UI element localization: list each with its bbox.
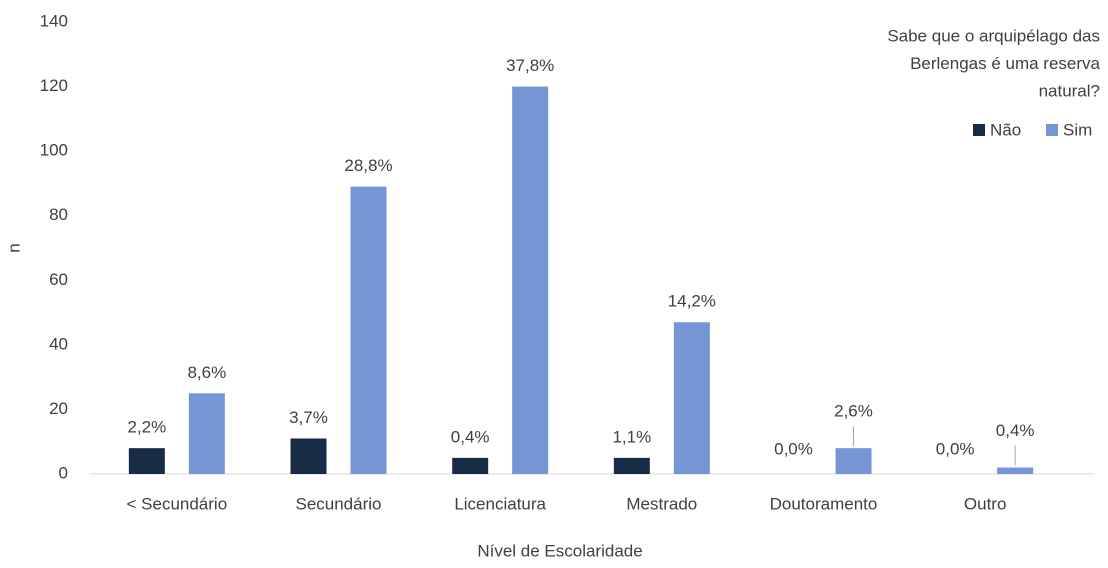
bar [512, 86, 549, 475]
x-axis-label: Nível de Escolaridade [477, 541, 642, 560]
legend-title: Berlengas é uma reserva [910, 54, 1100, 73]
bar [290, 438, 327, 474]
data-label: 28,8% [344, 156, 392, 175]
bar [452, 457, 489, 474]
data-label: 2,2% [127, 418, 166, 437]
x-tick-label: Secundário [295, 494, 381, 513]
x-tick-label: Doutoramento [770, 494, 878, 513]
bar [673, 322, 710, 474]
bar [835, 448, 872, 474]
x-tick-label: Licenciatura [454, 494, 546, 513]
data-label: 1,1% [612, 427, 651, 446]
data-label: 3,7% [289, 408, 328, 427]
y-tick-label: 100 [40, 141, 68, 160]
legend-swatch [1046, 124, 1058, 136]
bar [128, 448, 165, 474]
bar [350, 186, 387, 474]
y-tick-label: 20 [49, 399, 68, 418]
x-tick-label: Outro [964, 494, 1007, 513]
data-label: 8,6% [187, 363, 226, 382]
data-label: 0,4% [996, 421, 1035, 440]
y-tick-label: 80 [49, 205, 68, 224]
data-label: 37,8% [506, 56, 554, 75]
data-label: 0,0% [774, 439, 813, 458]
data-label: 14,2% [668, 292, 716, 311]
legend-swatch [973, 124, 985, 136]
x-tick-label: < Secundário [127, 494, 228, 513]
data-label: 0,4% [451, 427, 490, 446]
y-tick-label: 140 [40, 11, 68, 30]
y-tick-label: 60 [49, 270, 68, 289]
y-tick-label: 120 [40, 76, 68, 95]
x-tick-label: Mestrado [626, 494, 697, 513]
legend-label: Não [990, 120, 1021, 139]
legend-label: Sim [1063, 120, 1092, 139]
data-label: 0,0% [936, 439, 975, 458]
y-tick-label: 40 [49, 334, 68, 353]
y-tick-label: 0 [59, 463, 68, 482]
bar [997, 467, 1034, 474]
bar [613, 457, 650, 474]
y-axis-label: n [4, 243, 23, 252]
legend-title: Sabe que o arquipélago das [887, 26, 1100, 45]
data-label: 2,6% [834, 402, 873, 421]
legend-title: natural? [1039, 81, 1100, 100]
bar [188, 393, 225, 474]
